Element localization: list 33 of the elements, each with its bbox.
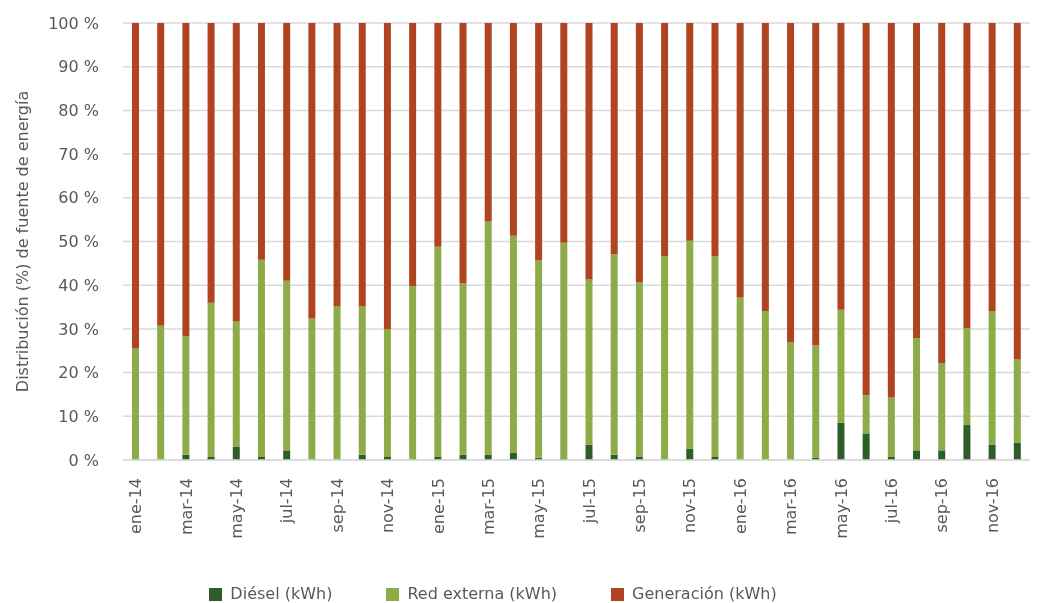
y-tick-label: 70 % (58, 144, 99, 164)
x-tick-label: may-16 (831, 478, 851, 539)
y-tick-label: 90 % (58, 57, 99, 77)
x-tick-label: nov-16 (982, 478, 1002, 534)
legend-label: Red externa (kWh) (407, 584, 558, 603)
y-tick-label: 50 % (58, 232, 99, 252)
x-tick-label: ene-15 (428, 478, 448, 534)
x-tick-label: ene-16 (730, 478, 750, 534)
x-tick-label: mar-14 (176, 478, 196, 536)
y-tick-label: 0 % (68, 450, 99, 470)
y-tick-label: 60 % (58, 188, 99, 208)
x-tick-label: jul-14 (277, 478, 297, 525)
legend-label: Diésel (kWh) (230, 584, 333, 603)
y-tick-label: 30 % (58, 319, 99, 339)
x-tick-label: mar-15 (478, 478, 498, 536)
x-tick-label: nov-14 (378, 478, 398, 534)
x-tick-label: sep-16 (932, 478, 952, 533)
y-tick-label: 40 % (58, 275, 99, 295)
x-tick-label: jul-15 (579, 478, 599, 525)
legend-label: Generación (kWh) (632, 584, 777, 603)
y-tick-label: 80 % (58, 101, 99, 121)
x-tick-label: mar-16 (781, 478, 801, 536)
x-tick-label: jul-16 (882, 478, 902, 525)
y-tick-label: 20 % (58, 363, 99, 383)
y-axis-title: Distribución (%) de fuente de energía (12, 90, 32, 393)
y-tick-label: 100 % (48, 13, 99, 33)
x-tick-label: nov-15 (680, 478, 700, 534)
x-tick-label: sep-15 (630, 478, 650, 533)
x-tick-label: may-15 (529, 478, 549, 539)
x-tick-label: may-14 (226, 478, 246, 539)
y-tick-label: 10 % (58, 406, 99, 426)
x-tick-label: ene-14 (126, 478, 146, 534)
x-tick-label: sep-14 (327, 478, 347, 533)
